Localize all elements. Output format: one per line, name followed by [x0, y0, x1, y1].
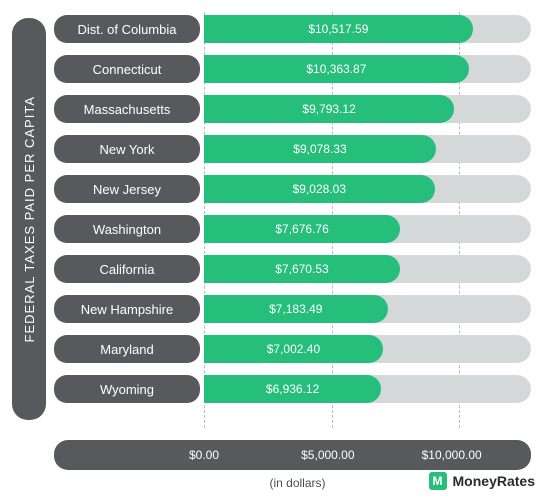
category-label: New York [54, 135, 200, 163]
x-axis: $0.00 $5,000.00 $10,000.00 [54, 440, 531, 470]
bar: $10,363.87 [204, 55, 469, 83]
bar-value: $7,183.49 [269, 302, 322, 316]
bar-track: $9,793.12 [204, 95, 531, 123]
x-tick: $0.00 [189, 448, 219, 462]
bar-row: Massachusetts $9,793.12 [54, 92, 541, 126]
bar-row: New Hampshire $7,183.49 [54, 292, 541, 326]
bar-row: Connecticut $10,363.87 [54, 52, 541, 86]
category-label: Connecticut [54, 55, 200, 83]
bar-value: $9,028.03 [293, 182, 346, 196]
y-axis-title-pill: FEDERAL TAXES PAID PER CAPITA [12, 18, 46, 420]
bar-track: $7,670.53 [204, 255, 531, 283]
bar-track: $10,517.59 [204, 15, 531, 43]
bar-track: $9,078.33 [204, 135, 531, 163]
bar-value: $6,936.12 [266, 382, 319, 396]
bar-row: New York $9,078.33 [54, 132, 541, 166]
bar-row: Wyoming $6,936.12 [54, 372, 541, 406]
bar: $6,936.12 [204, 375, 381, 403]
bar-row: New Jersey $9,028.03 [54, 172, 541, 206]
bar-track: $7,183.49 [204, 295, 531, 323]
bars-region: Dist. of Columbia $10,517.59 Connecticut $1… [54, 12, 541, 436]
bar-value: $10,363.87 [306, 62, 366, 76]
category-label: Massachusetts [54, 95, 200, 123]
brand-name-bold: Money [453, 473, 497, 489]
bar-value: $10,517.59 [308, 22, 368, 36]
brand-name-rest: Rates [497, 473, 535, 489]
category-label: New Jersey [54, 175, 200, 203]
category-label: California [54, 255, 200, 283]
bar-track: $6,936.12 [204, 375, 531, 403]
brand-mark: M [429, 472, 447, 490]
bar-track: $7,002.40 [204, 335, 531, 363]
bar-value: $7,002.40 [267, 342, 320, 356]
bar-row: California $7,670.53 [54, 252, 541, 286]
bar-track: $10,363.87 [204, 55, 531, 83]
category-label: Wyoming [54, 375, 200, 403]
bar: $10,517.59 [204, 15, 473, 43]
category-label: Dist. of Columbia [54, 15, 200, 43]
chart-area: Dist. of Columbia $10,517.59 Connecticut $1… [54, 12, 541, 490]
bar: $7,670.53 [204, 255, 400, 283]
bar: $7,183.49 [204, 295, 388, 323]
bar: $9,078.33 [204, 135, 436, 163]
bar: $9,028.03 [204, 175, 435, 203]
bar: $9,793.12 [204, 95, 454, 123]
bar-value: $7,670.53 [275, 262, 328, 276]
brand-name: MoneyRates [453, 473, 535, 489]
chart-container: FEDERAL TAXES PAID PER CAPITA Dist. of C… [0, 0, 555, 500]
x-tick: $5,000.00 [301, 448, 354, 462]
category-label: Washington [54, 215, 200, 243]
bar-value: $9,793.12 [302, 102, 355, 116]
bar-row: Washington $7,676.76 [54, 212, 541, 246]
bar: $7,002.40 [204, 335, 383, 363]
category-label: New Hampshire [54, 295, 200, 323]
y-axis-title: FEDERAL TAXES PAID PER CAPITA [22, 96, 37, 342]
bar: $7,676.76 [204, 215, 400, 243]
bar-row: Maryland $7,002.40 [54, 332, 541, 366]
bar-value: $7,676.76 [275, 222, 328, 236]
bar-row: Dist. of Columbia $10,517.59 [54, 12, 541, 46]
bar-track: $7,676.76 [204, 215, 531, 243]
category-label: Maryland [54, 335, 200, 363]
bar-track: $9,028.03 [204, 175, 531, 203]
branding: M MoneyRates [429, 472, 535, 490]
x-tick: $10,000.00 [422, 448, 482, 462]
bar-value: $9,078.33 [293, 142, 346, 156]
